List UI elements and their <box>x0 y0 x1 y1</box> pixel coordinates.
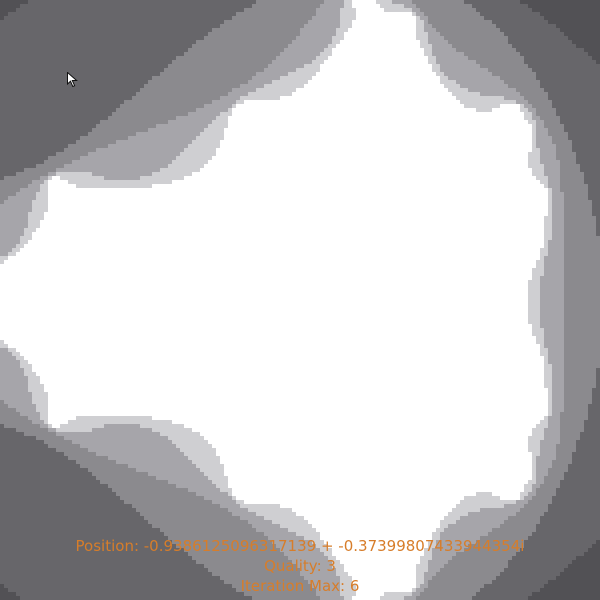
fractal-viewport[interactable]: Position: -0.9386125096317139 + -0.37399… <box>0 0 600 600</box>
mandelbrot-canvas[interactable] <box>0 0 600 600</box>
